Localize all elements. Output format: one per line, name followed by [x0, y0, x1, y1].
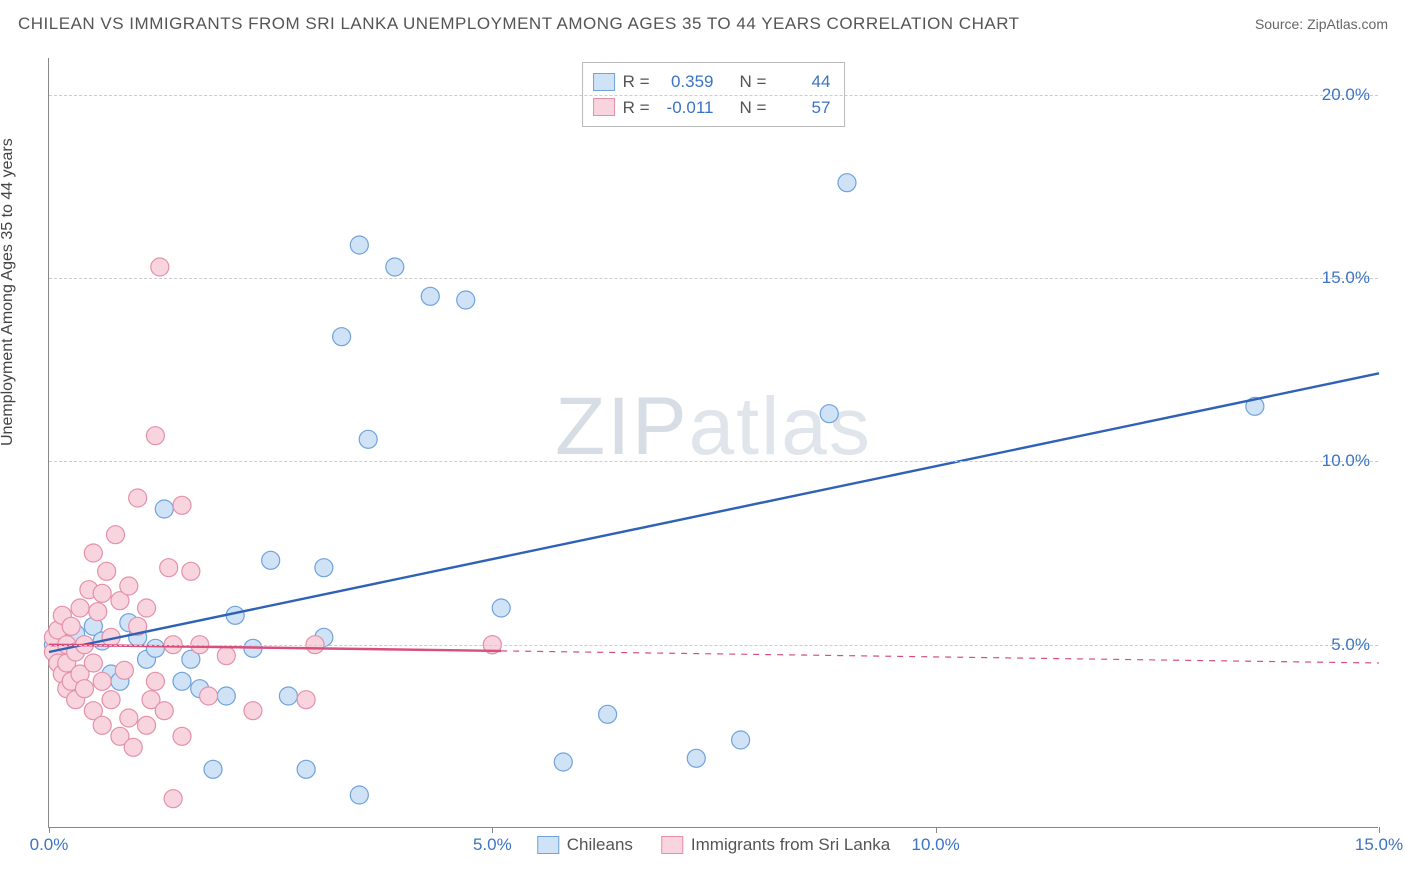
data-point: [687, 749, 705, 767]
legend-label: Chileans: [567, 835, 633, 855]
chart-title: CHILEAN VS IMMIGRANTS FROM SRI LANKA UNE…: [18, 14, 1020, 34]
data-point: [421, 287, 439, 305]
data-point: [350, 236, 368, 254]
data-point: [75, 680, 93, 698]
data-point: [160, 559, 178, 577]
data-point: [297, 760, 315, 778]
data-point: [732, 731, 750, 749]
data-point: [333, 328, 351, 346]
legend-swatch: [537, 836, 559, 854]
legend: Chileans Immigrants from Sri Lanka: [537, 835, 891, 855]
data-point: [297, 691, 315, 709]
source-label: Source: ZipAtlas.com: [1255, 16, 1388, 32]
data-point: [359, 430, 377, 448]
y-tick-label: 15.0%: [1322, 268, 1370, 288]
data-point: [129, 489, 147, 507]
x-tick-label: 0.0%: [30, 835, 69, 855]
data-point: [173, 496, 191, 514]
data-point: [115, 661, 133, 679]
data-point: [71, 599, 89, 617]
data-point: [457, 291, 475, 309]
data-point: [84, 544, 102, 562]
data-point: [93, 584, 111, 602]
y-tick-label: 5.0%: [1331, 635, 1370, 655]
data-point: [146, 672, 164, 690]
data-point: [492, 599, 510, 617]
legend-item: Immigrants from Sri Lanka: [661, 835, 890, 855]
data-point: [173, 727, 191, 745]
data-point: [599, 705, 617, 723]
data-point: [93, 672, 111, 690]
x-tick-mark: [936, 827, 937, 833]
gridline: [49, 95, 1378, 96]
gridline: [49, 461, 1378, 462]
plot-area: ZIPatlas R =0.359N =44R =-0.011N =57 Chi…: [48, 58, 1378, 828]
data-point: [107, 526, 125, 544]
y-tick-label: 10.0%: [1322, 451, 1370, 471]
data-point: [182, 562, 200, 580]
x-tick-label: 5.0%: [473, 835, 512, 855]
legend-label: Immigrants from Sri Lanka: [691, 835, 890, 855]
data-point: [386, 258, 404, 276]
data-point: [151, 258, 169, 276]
data-point: [124, 738, 142, 756]
data-point: [102, 691, 120, 709]
y-tick-label: 20.0%: [1322, 85, 1370, 105]
data-point: [173, 672, 191, 690]
data-point: [120, 577, 138, 595]
data-point: [217, 687, 235, 705]
data-point: [262, 551, 280, 569]
x-tick-label: 15.0%: [1355, 835, 1403, 855]
data-point: [200, 687, 218, 705]
regression-line: [49, 373, 1379, 652]
x-tick-mark: [492, 827, 493, 833]
data-point: [155, 500, 173, 518]
gridline: [49, 278, 1378, 279]
data-point: [315, 559, 333, 577]
data-point: [820, 405, 838, 423]
data-point: [98, 562, 116, 580]
x-tick-mark: [49, 827, 50, 833]
chart-svg: [49, 58, 1378, 827]
x-tick-label: 10.0%: [912, 835, 960, 855]
data-point: [155, 702, 173, 720]
data-point: [93, 716, 111, 734]
gridline: [49, 645, 1378, 646]
data-point: [146, 427, 164, 445]
x-tick-mark: [1379, 827, 1380, 833]
data-point: [89, 603, 107, 621]
legend-swatch: [661, 836, 683, 854]
data-point: [204, 760, 222, 778]
data-point: [164, 790, 182, 808]
data-point: [62, 617, 80, 635]
data-point: [120, 709, 138, 727]
data-point: [350, 786, 368, 804]
data-point: [279, 687, 297, 705]
data-point: [554, 753, 572, 771]
data-point: [138, 716, 156, 734]
legend-item: Chileans: [537, 835, 633, 855]
regression-line-dashed: [501, 651, 1379, 663]
data-point: [146, 639, 164, 657]
data-point: [84, 654, 102, 672]
data-point: [217, 647, 235, 665]
title-bar: CHILEAN VS IMMIGRANTS FROM SRI LANKA UNE…: [18, 14, 1388, 34]
data-point: [838, 174, 856, 192]
data-point: [244, 702, 262, 720]
y-axis-label: Unemployment Among Ages 35 to 44 years: [0, 138, 17, 446]
data-point: [138, 599, 156, 617]
